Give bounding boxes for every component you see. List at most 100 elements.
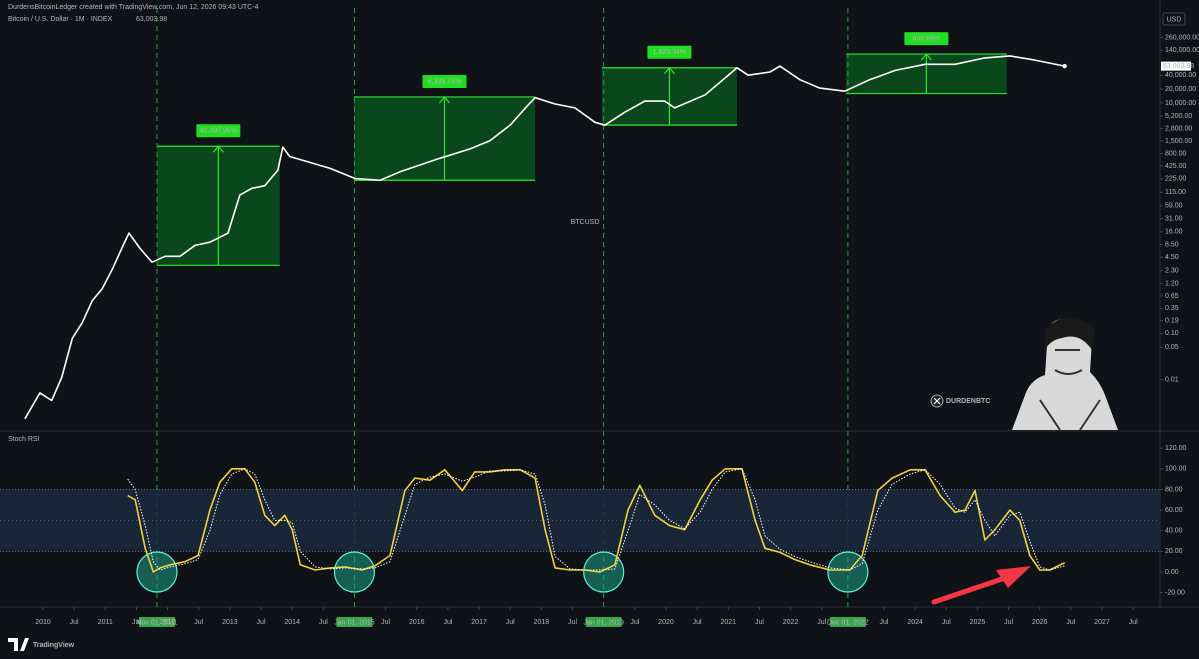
symbol-price: 63,003.98: [136, 16, 167, 23]
gain-arrow-head: [663, 66, 675, 75]
footer-brand: TradingView: [33, 642, 75, 649]
signal-line: [127, 468, 1065, 571]
x-tick-label: 2020: [658, 619, 674, 626]
gain-arrow-head: [920, 53, 932, 61]
main-layer: 260,000.00 140,000.00 40,000.00 20,000.00 10…: [24, 32, 1199, 627]
gain-label: 1,623.34%: [653, 49, 686, 56]
cycle-date: Jan 01, 2019: [583, 619, 624, 626]
price-tag-label: 63,003.98: [1163, 63, 1194, 70]
x-tick-label: 2014: [284, 619, 300, 626]
x-tick-label: Jul: [194, 619, 203, 626]
x-tick-label: 2026: [1032, 619, 1048, 626]
cycle-circle: [333, 551, 376, 593]
y-tick-label: 5,200.00: [1165, 113, 1192, 120]
cycle-circle: [583, 551, 625, 593]
portrait-lines: [1039, 349, 1101, 431]
y-tick-label: 425.00: [1165, 163, 1187, 170]
portrait-hair: [1045, 316, 1095, 350]
y-tick-label: 0.05: [1165, 344, 1179, 351]
x-tick-label: Jul: [817, 619, 826, 626]
x-tick-label: 2016: [409, 619, 425, 626]
x-tick-label: 2010: [35, 619, 51, 626]
gain-arrow-head: [212, 145, 224, 153]
arrow-shaft: [931, 575, 1008, 605]
series-line: [24, 55, 1065, 420]
y-tick-label: 20.00: [1165, 548, 1183, 555]
y-tick-label: 2.30: [1165, 267, 1179, 274]
gain-label-bg: [422, 74, 467, 88]
x-tick-label: Jul: [755, 619, 764, 626]
x-tick-label: 2021: [720, 619, 736, 626]
x-tick-label: Jul: [880, 619, 889, 626]
red-arrow: [931, 566, 1031, 605]
attribution: DurdensBitcoinLedger created with Tradin…: [8, 4, 259, 11]
x-tick-label: Jul: [630, 619, 639, 626]
last-point: [1062, 63, 1067, 69]
y-tick-label: 120.00: [1165, 445, 1187, 452]
currency-box: [1162, 12, 1186, 26]
x-tick-label: Jul: [257, 619, 266, 626]
cycle-date-bg: [336, 617, 373, 627]
y-tick-label: 20,000.00: [1165, 86, 1196, 93]
x-tick-label: 2024: [907, 619, 923, 626]
x-tick-label: Jul: [568, 619, 577, 626]
x-tick-label: Jul: [1004, 619, 1013, 626]
y-tick-label: 225.00: [1165, 176, 1187, 183]
x-tick-label: Jul: [693, 619, 702, 626]
y-tick-label: 260,000.00: [1165, 35, 1199, 42]
gain-label-bg: [647, 45, 692, 59]
y-tick-label: 140,000.00: [1165, 47, 1199, 54]
cycle-date-bg: [829, 617, 866, 627]
portrait: [1012, 316, 1118, 431]
x-tick-label: Jul: [381, 619, 390, 626]
watermark: BTCUSD: [571, 219, 600, 226]
series-line: [127, 468, 1066, 573]
gain-label: 600.66%: [913, 35, 941, 42]
brand: DURDENBTC: [946, 398, 990, 405]
x-icon-glyph: [933, 397, 941, 405]
pane-title: Stoch RSI: [8, 436, 40, 443]
bg-layer: [0, 8, 1160, 607]
y-tick-label: 59.00: [1165, 203, 1183, 210]
y-tick-label: 115.00: [1165, 189, 1186, 196]
y-tick-label: 4.50: [1165, 254, 1179, 261]
x-tick-label: 2011: [98, 619, 113, 626]
cycle-date: Jan 01, 2015: [334, 619, 375, 626]
cycle-date-bg: [138, 617, 175, 627]
cycle-date-bg: [585, 617, 622, 627]
tv-logo: [8, 638, 29, 651]
price-tag: [1161, 61, 1191, 71]
y-tick-label: 40.00: [1165, 528, 1183, 535]
footer-bar: [0, 630, 1199, 659]
y-tick-label: 1.20: [1165, 280, 1179, 287]
y-tick-label: -20.00: [1165, 590, 1185, 597]
y-tick-label: 60.00: [1165, 507, 1183, 514]
currency: USD: [1167, 16, 1182, 23]
gain-arrow-head: [439, 96, 450, 104]
y-tick-label: 10,000.00: [1165, 100, 1196, 107]
cycle-circle: [827, 551, 869, 593]
y-tick-label: 2,800.00: [1165, 125, 1192, 132]
y-tick-label: 0.65: [1165, 293, 1179, 300]
y-tick-label: 0.01: [1165, 376, 1179, 383]
x-tick-label: Jul: [1129, 619, 1138, 626]
x-tick-label: Jul: [70, 619, 79, 626]
gain-label: 6,335.74%: [428, 78, 461, 85]
cycle-date: Nov 01, 2011: [136, 619, 177, 626]
y-tick-label: 0.19: [1165, 317, 1179, 324]
cycle-date: Dec 01, 2022: [827, 619, 869, 626]
x-tick-label: Jul: [1066, 619, 1075, 626]
x-tick-label: 2012: [160, 619, 176, 626]
y-tick-label: 40,000.00: [1165, 72, 1196, 79]
price-axis-bg: [1160, 0, 1199, 630]
y-tick-label: 16.00: [1165, 229, 1183, 236]
y-tick-label: 80.00: [1165, 486, 1183, 493]
x-tick-label: 2022: [783, 619, 799, 626]
gain-label-bg: [904, 32, 949, 46]
x-tick-label: Jul: [132, 619, 141, 626]
y-tick-label: 0.35: [1165, 305, 1179, 312]
y-tick-label: 0.00: [1165, 569, 1179, 576]
x-tick-label: 2027: [1094, 619, 1110, 626]
x-tick-label: Jul: [942, 619, 951, 626]
